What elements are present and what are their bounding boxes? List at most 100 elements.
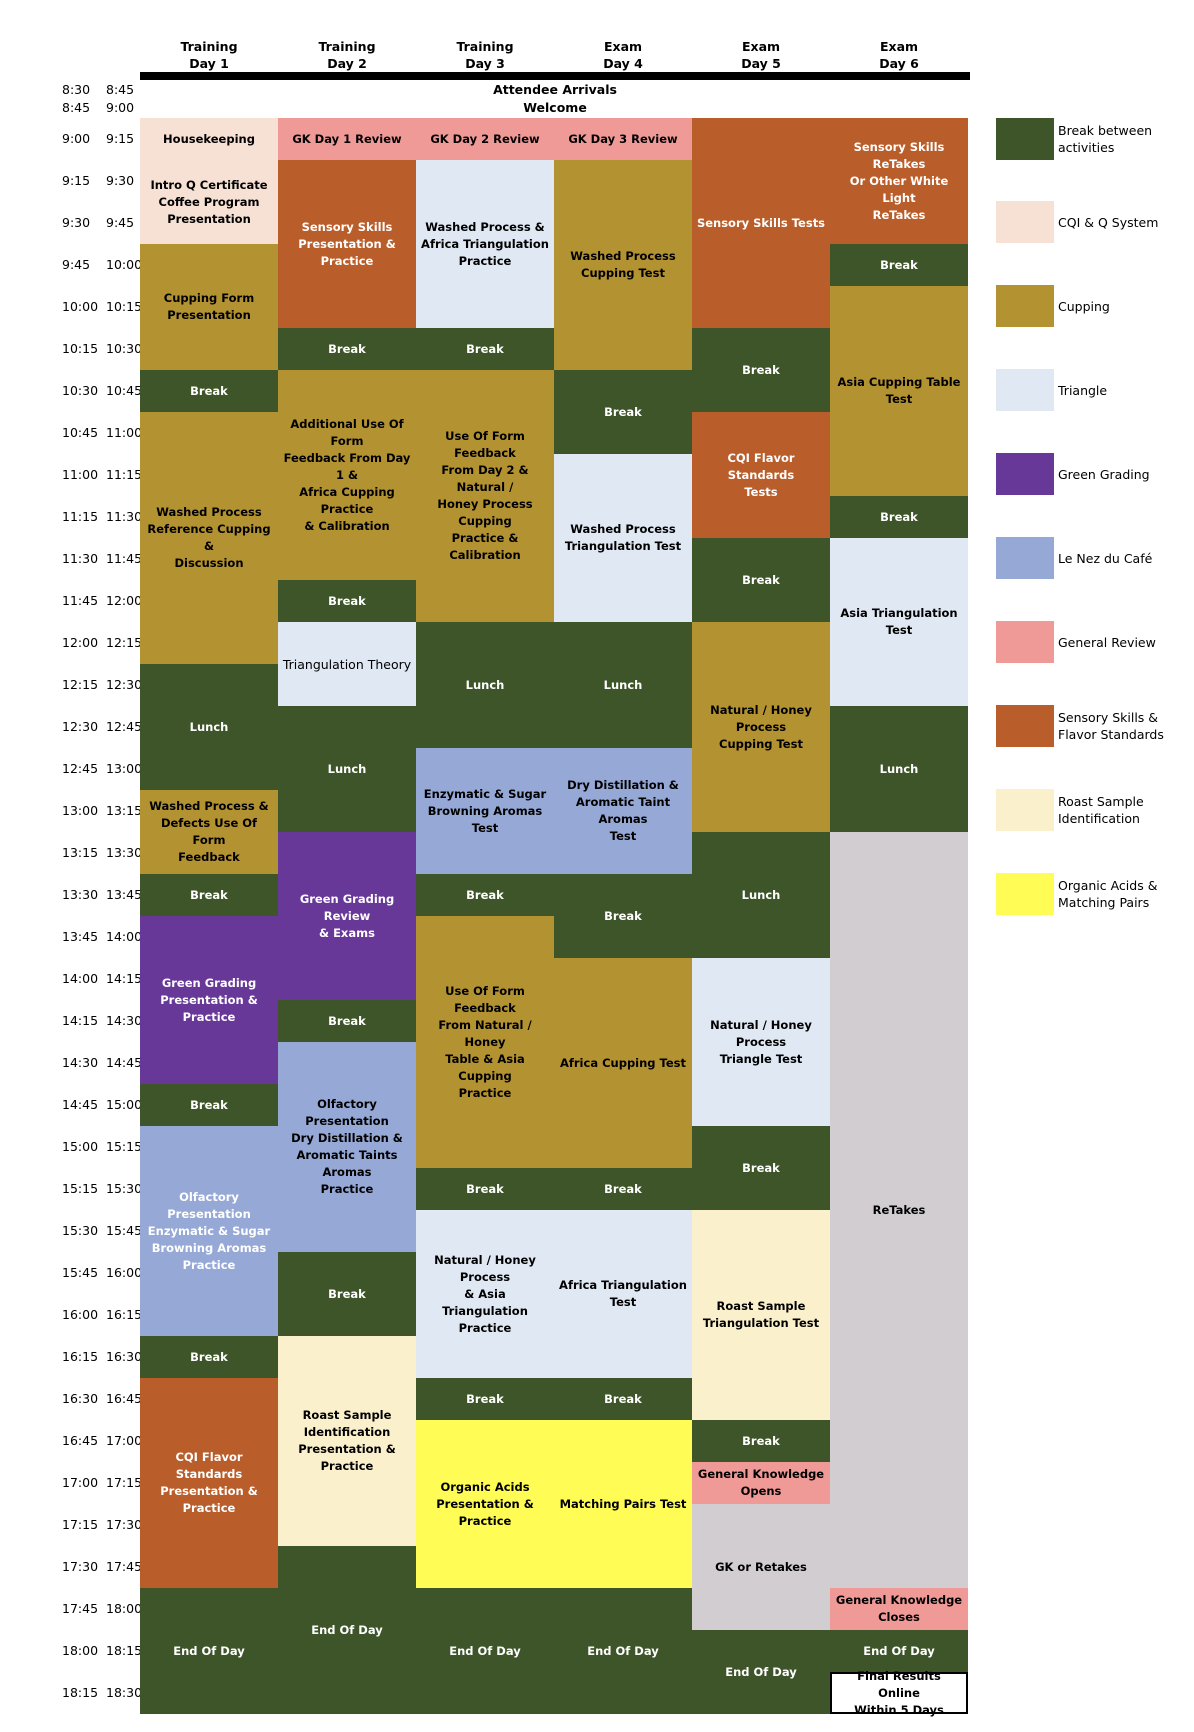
general-knowledge-closes-block: General Knowledge Closes <box>830 1588 968 1630</box>
time-start: 18:00 <box>62 1643 99 1658</box>
time-start: 13:45 <box>62 929 99 944</box>
enzymatic-aromas-test-block: Enzymatic & Sugar Browning Aromas Test <box>416 748 554 874</box>
time-end: 17:45 <box>106 1559 143 1574</box>
time-start: 14:30 <box>62 1055 99 1070</box>
roast-sample-presentation-block: Roast Sample Identification Presentation &… <box>278 1336 416 1546</box>
time-start: 16:00 <box>62 1307 99 1322</box>
break-block: Break <box>692 1420 830 1462</box>
break-block: Break <box>692 1126 830 1210</box>
washed-reference-cupping-block: Washed Process Reference Cupping & Discuss… <box>140 412 278 664</box>
time-end: 14:00 <box>106 929 143 944</box>
break-block: Break <box>278 328 416 370</box>
time-end: 17:15 <box>106 1475 143 1490</box>
break-block: Break <box>416 1168 554 1210</box>
time-end: 13:15 <box>106 803 143 818</box>
gk-review-block: GK Day 1 Review <box>278 118 416 160</box>
end-of-day-block: End Of Day <box>140 1588 278 1714</box>
day-header: Exam Day 5 <box>692 38 830 72</box>
break-block: Break <box>830 244 968 286</box>
time-end: 9:45 <box>106 215 135 230</box>
day-header-line1: Training <box>318 39 376 54</box>
time-end: 14:30 <box>106 1013 143 1028</box>
matching-pairs-test-block: Matching Pairs Test <box>554 1420 692 1588</box>
asia-cupping-test-block: Asia Cupping Table Test <box>830 286 968 496</box>
lunch-block: Lunch <box>830 706 968 832</box>
welcome: Welcome <box>523 100 587 115</box>
day-header: Exam Day 6 <box>830 38 968 72</box>
time-end: 14:15 <box>106 971 143 986</box>
time-start: 16:30 <box>62 1391 99 1406</box>
intro-q-certificate-block: Intro Q Certificate Coffee Program Present… <box>140 160 278 244</box>
time-start: 14:15 <box>62 1013 99 1028</box>
time-end: 12:00 <box>106 593 143 608</box>
cqi-flavor-tests-block: CQI Flavor Standards Tests <box>692 412 830 538</box>
legend-label-triangle: Triangle <box>1058 383 1108 398</box>
time-start: 12:45 <box>62 761 99 776</box>
end-of-day-block: End Of Day <box>830 1630 968 1672</box>
end-of-day-block: End Of Day <box>416 1588 554 1714</box>
time-start: 12:15 <box>62 677 99 692</box>
time-start: 15:00 <box>62 1139 99 1154</box>
end-of-day-block: End Of Day <box>692 1630 830 1714</box>
day-header-line2: Day 4 <box>603 56 643 71</box>
break-block: Break <box>692 538 830 622</box>
day-header-line2: Day 3 <box>465 56 505 71</box>
day-header-line2: Day 2 <box>327 56 367 71</box>
natural-cupping-test-block: Natural / Honey Process Cupping Test <box>692 622 830 832</box>
time-end: 18:00 <box>106 1601 143 1616</box>
break-block: Break <box>554 874 692 958</box>
legend-swatch-roast <box>996 789 1054 831</box>
time-start: 17:30 <box>62 1559 99 1574</box>
time-end: 18:30 <box>106 1685 143 1700</box>
break-block: Break <box>830 496 968 538</box>
time-end: 15:15 <box>106 1139 143 1154</box>
time-start: 12:00 <box>62 635 99 650</box>
attendee-arrivals: Attendee Arrivals <box>493 82 617 97</box>
time-end: 15:00 <box>106 1097 143 1112</box>
end-of-day-block: End Of Day <box>278 1546 416 1714</box>
legend-label-sensory: Sensory Skills & Flavor Standards <box>1058 710 1164 742</box>
time-start: 15:45 <box>62 1265 99 1280</box>
time-end: 10:00 <box>106 257 143 272</box>
time-end: 17:00 <box>106 1433 143 1448</box>
time-start: 16:15 <box>62 1349 99 1364</box>
time-start: 14:45 <box>62 1097 99 1112</box>
organic-acids-block: Organic Acids Presentation & Practice <box>416 1420 554 1588</box>
olfactory-enzymatic-block: Olfactory Presentation Enzymatic & Sugar B… <box>140 1126 278 1336</box>
legend-label-organic: Organic Acids & Matching Pairs <box>1058 878 1158 910</box>
legend-label-green-grading: Green Grading <box>1058 467 1150 482</box>
break-block: Break <box>554 370 692 454</box>
break-block: Break <box>554 1378 692 1420</box>
end-of-day-block: End Of Day <box>554 1588 692 1714</box>
additional-use-of-form-block: Additional Use Of Form Feedback From Day … <box>278 370 416 580</box>
time-start: 9:45 <box>62 257 91 272</box>
legend-swatch-cupping <box>996 285 1054 327</box>
dry-distillation-test-block: Dry Distillation & Aromatic Taint Aromas T… <box>554 748 692 874</box>
time-start: 10:15 <box>62 341 99 356</box>
break-block: Break <box>140 874 278 916</box>
legend-swatch-organic <box>996 873 1054 915</box>
time-start: 15:30 <box>62 1223 99 1238</box>
legend-label-break: Break between activities <box>1058 123 1153 155</box>
break-block: Break <box>416 328 554 370</box>
break-block: Break <box>140 1336 278 1378</box>
time-end: 9:00 <box>106 100 135 115</box>
time-start: 11:15 <box>62 509 99 524</box>
time-start: 17:00 <box>62 1475 99 1490</box>
time-start: 15:15 <box>62 1181 99 1196</box>
housekeeping-block: Housekeeping <box>140 118 278 160</box>
time-end: 18:15 <box>106 1643 143 1658</box>
lunch-block: Lunch <box>554 622 692 748</box>
time-start: 17:45 <box>62 1601 99 1616</box>
time-end: 8:45 <box>106 82 135 97</box>
legend-label-nez: Le Nez du Café <box>1058 551 1153 566</box>
time-end: 12:15 <box>106 635 143 650</box>
time-end: 11:00 <box>106 425 143 440</box>
time-start: 9:30 <box>62 215 91 230</box>
break-block: Break <box>140 370 278 412</box>
day-header: Training Day 2 <box>278 38 416 72</box>
time-end: 16:00 <box>106 1265 143 1280</box>
time-end: 17:30 <box>106 1517 143 1532</box>
legend-label-roast: Roast Sample Identification <box>1058 794 1144 826</box>
legend-label-general-review: General Review <box>1058 635 1156 650</box>
